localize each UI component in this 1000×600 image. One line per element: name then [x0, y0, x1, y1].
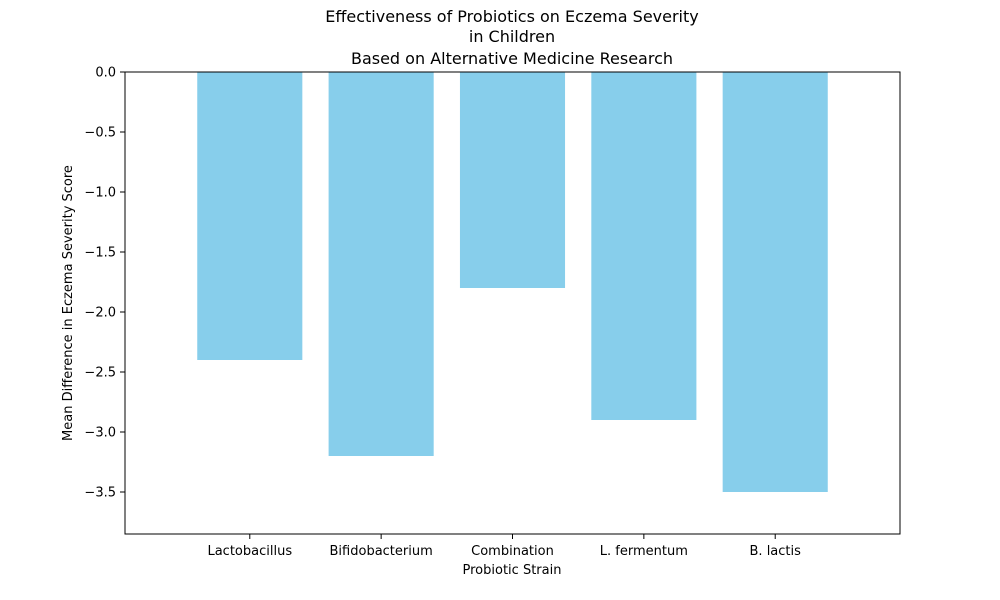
bar-b-lactis: [722, 72, 828, 492]
x-axis: Lactobacillus Bifidobacterium Combination L…: [207, 534, 801, 559]
y-tick-label: 0.0: [95, 66, 116, 81]
chart-title-line-2: in Children: [469, 27, 555, 46]
bar-bifidobacterium: [328, 72, 434, 456]
x-tick-label: Lactobacillus: [207, 544, 292, 559]
x-tick-label: Combination: [471, 544, 554, 559]
bar-combination: [459, 72, 566, 288]
y-tick-label: −1.0: [84, 186, 116, 201]
chart-title-line-1: Effectiveness of Probiotics on Eczema Se…: [325, 7, 698, 26]
bars: [197, 72, 828, 492]
bar-lactobacillus: [197, 72, 303, 360]
y-tick-label: −3.5: [84, 486, 116, 501]
chart-title: Effectiveness of Probiotics on Eczema Se…: [325, 7, 698, 68]
y-axis-label: Mean Difference in Eczema Severity Score: [61, 165, 76, 441]
x-tick-label: B. lactis: [750, 544, 802, 559]
y-tick-label: −2.0: [84, 306, 116, 321]
x-tick-label: L. fermentum: [600, 544, 688, 559]
y-tick-label: −2.5: [84, 366, 116, 381]
y-tick-label: −0.5: [84, 126, 116, 141]
x-tick-label: Bifidobacterium: [330, 544, 433, 559]
y-axis: 0.0 −0.5 −1.0 −1.5 −2.0 −2.5 −3.0 −3.5: [84, 66, 125, 501]
y-tick-label: −3.0: [84, 426, 116, 441]
x-axis-label: Probiotic Strain: [463, 563, 562, 578]
y-tick-label: −1.5: [84, 246, 116, 261]
chart-title-line-3: Based on Alternative Medicine Research: [351, 49, 673, 68]
bar-l-fermentum: [591, 72, 697, 420]
